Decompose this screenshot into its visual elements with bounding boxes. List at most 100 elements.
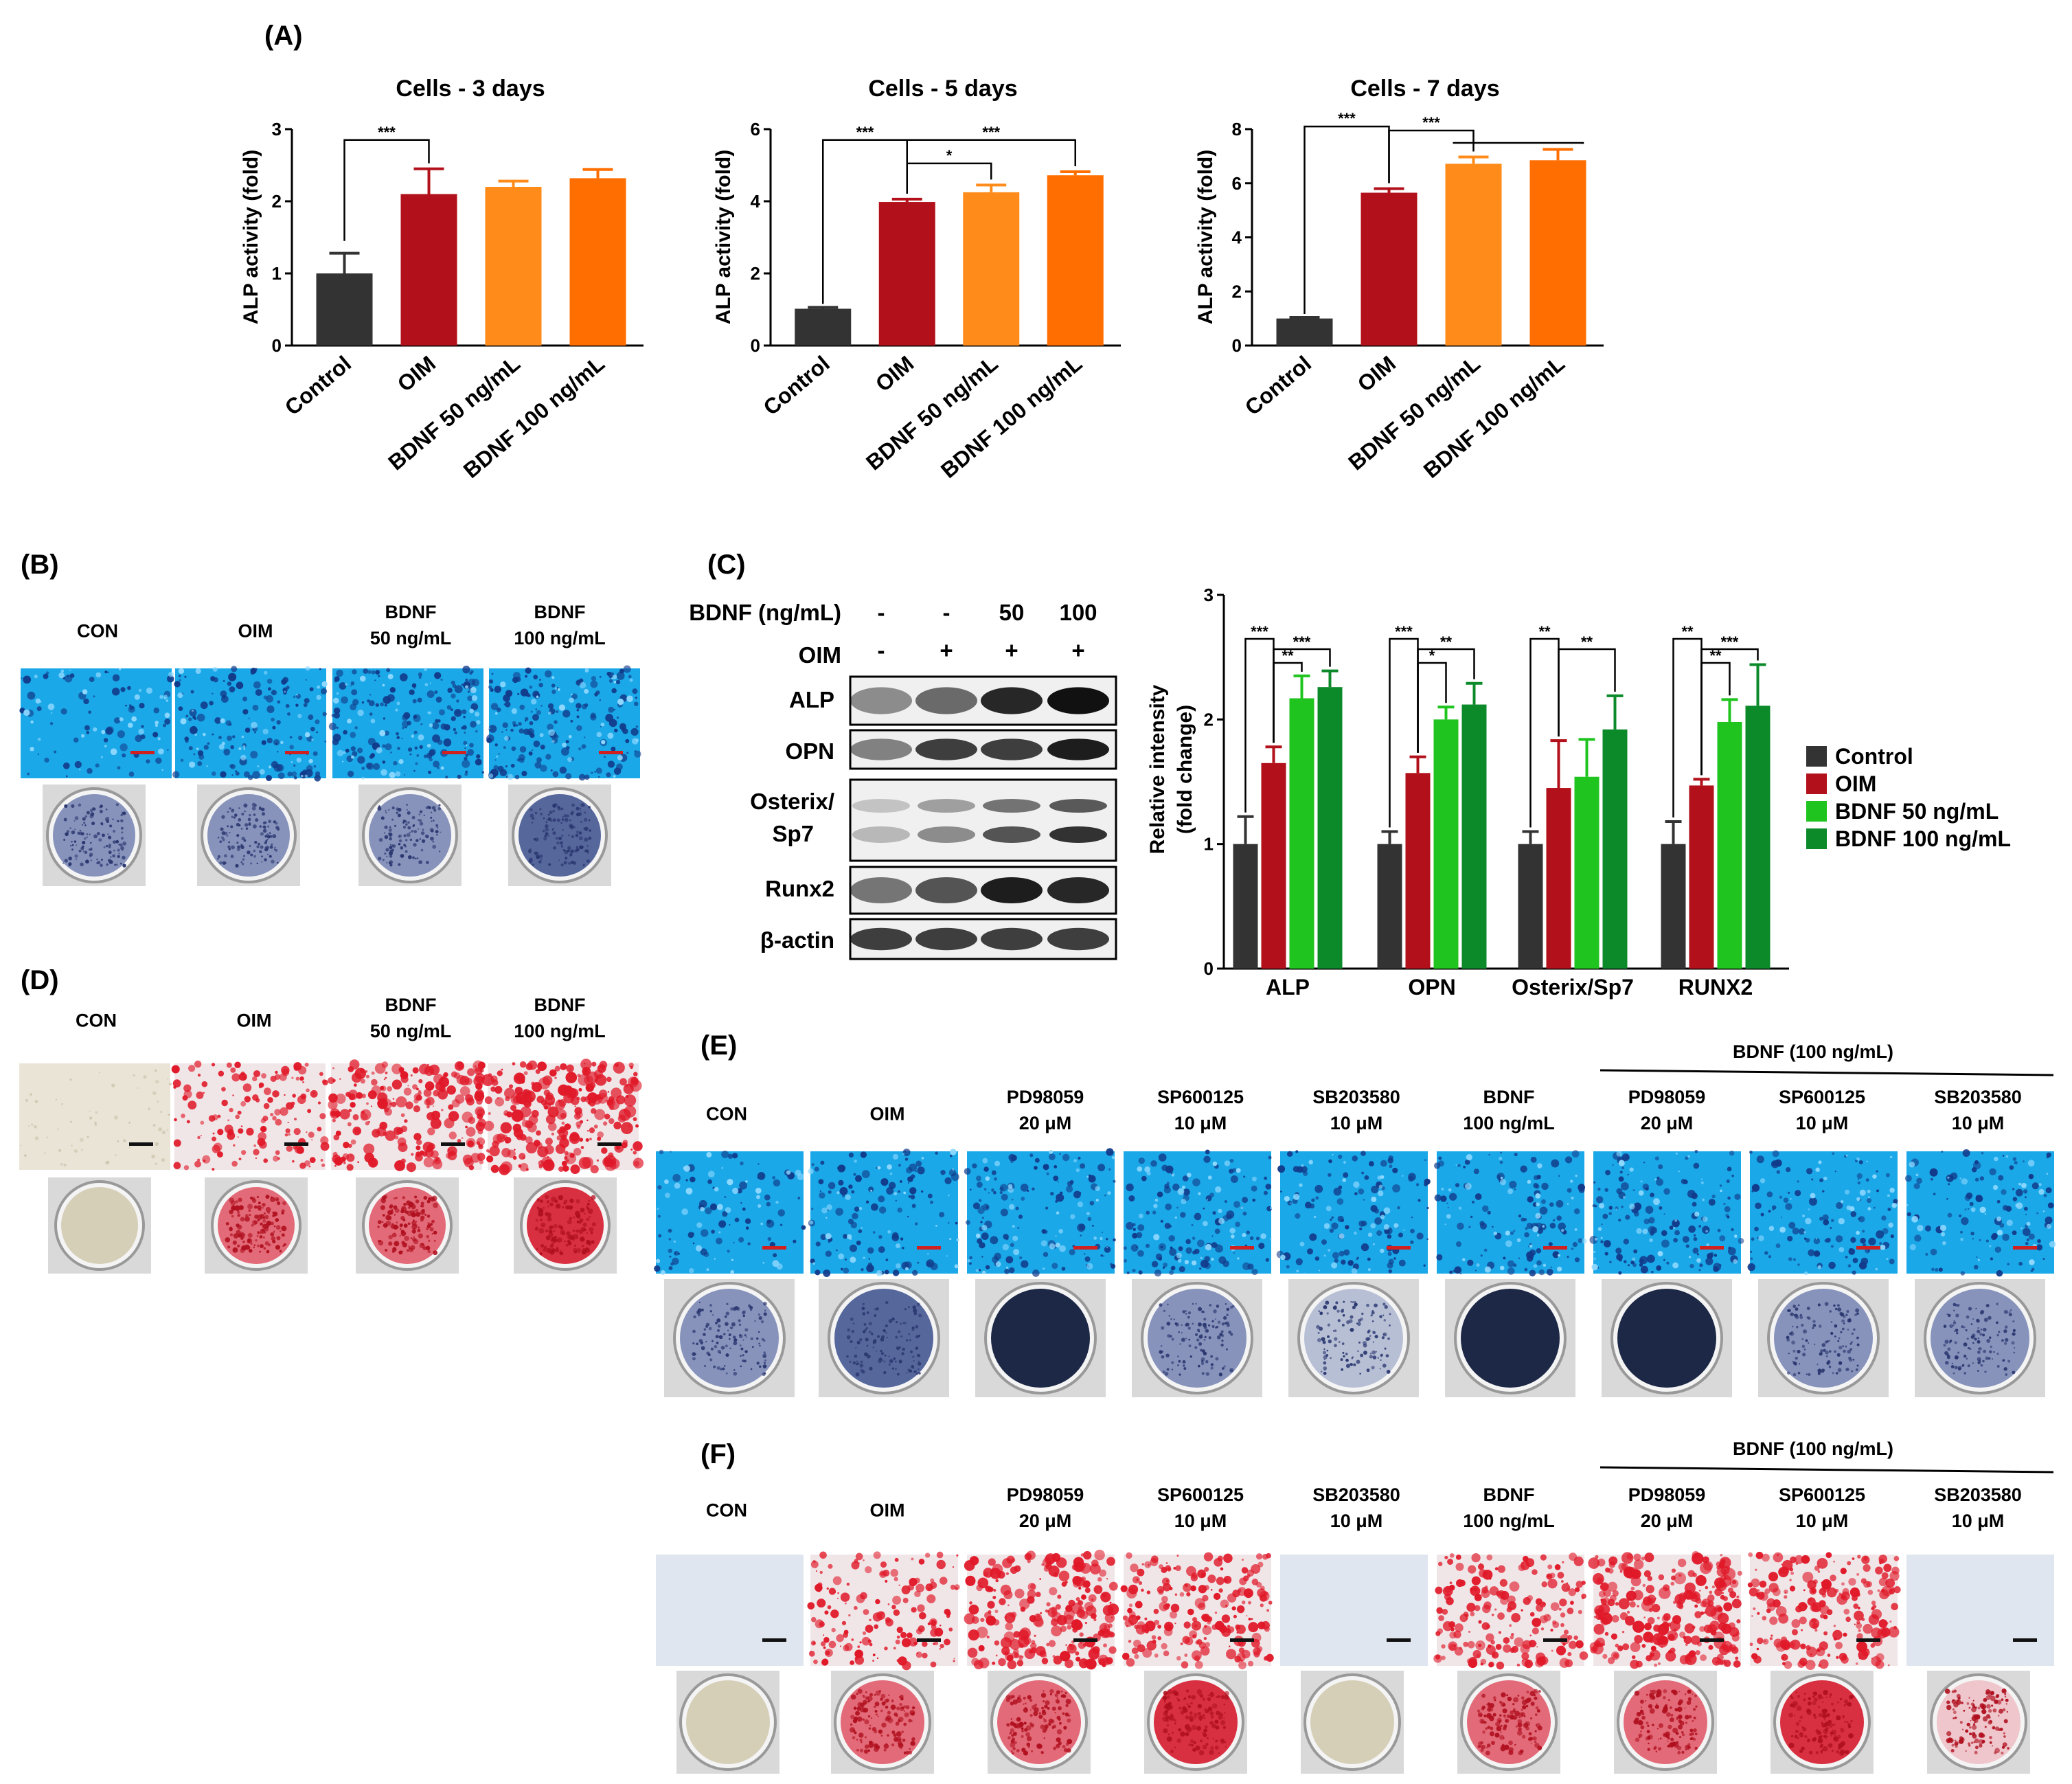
stain-speck: [1210, 1355, 1214, 1358]
stain-speck: [432, 1105, 435, 1107]
stain-speck: [991, 1188, 994, 1192]
stain-speck: [596, 732, 602, 738]
stain-speck: [178, 706, 183, 711]
stain-speck: [594, 771, 596, 773]
stain-speck: [977, 1206, 985, 1215]
stain-speck: [902, 1347, 906, 1351]
stain-speck: [411, 1229, 416, 1234]
stain-speck: [84, 815, 87, 818]
y-tick-label: 6: [751, 119, 760, 139]
stain-speck: [1107, 1191, 1111, 1195]
stain-speck: [400, 1228, 402, 1230]
stain-speck: [1951, 1362, 1953, 1364]
stain-speck: [1268, 1155, 1272, 1160]
stain-speck: [336, 692, 339, 695]
significance-label: ***: [1338, 110, 1356, 127]
stain-speck: [71, 830, 76, 835]
stain-speck: [580, 1096, 587, 1103]
stain-speck: [1082, 1550, 1092, 1560]
stain-speck: [1341, 1368, 1344, 1371]
stain-speck: [591, 676, 597, 681]
stain-speck: [885, 1331, 888, 1334]
stain-speck: [1320, 1370, 1323, 1373]
stain-speck: [269, 832, 271, 835]
stain-speck: [658, 1234, 662, 1238]
stain-speck: [189, 708, 197, 716]
stain-speck: [715, 1335, 719, 1339]
stain-speck: [235, 863, 239, 868]
category-label: BDNF 100 ng/mL: [1419, 351, 1569, 483]
stain-speck: [586, 859, 590, 863]
stain-speck: [135, 734, 143, 743]
stain-speck: [402, 1219, 406, 1221]
stain-speck: [407, 811, 411, 815]
stain-speck: [1996, 1365, 2000, 1368]
stain-speck: [407, 821, 410, 824]
stain-speck: [122, 753, 126, 758]
stain-speck: [1240, 1206, 1244, 1210]
stain-speck: [1968, 1307, 1972, 1311]
stain-speck: [775, 1200, 779, 1204]
stain-speck: [258, 1082, 264, 1088]
stain-speck: [1976, 1256, 1978, 1258]
stain-speck: [559, 1126, 567, 1133]
stain-speck: [1195, 1302, 1197, 1305]
stain-speck: [936, 1551, 944, 1559]
significance-bracket: [1273, 648, 1331, 743]
stain-speck: [558, 837, 562, 840]
stain-speck: [1331, 1222, 1339, 1230]
stain-speck: [1972, 1342, 1974, 1344]
stain-speck: [1462, 1258, 1466, 1262]
stain-speck: [1756, 1155, 1764, 1164]
stain-speck: [872, 1660, 874, 1662]
stain-speck: [976, 1182, 983, 1188]
bar-bdnf-50-ng-ml: [963, 192, 1020, 346]
stain-speck: [892, 1153, 899, 1160]
stain-speck: [1177, 1188, 1185, 1195]
stain-speck: [1938, 1267, 1943, 1272]
stain-speck: [1819, 1352, 1823, 1356]
stain-speck: [758, 1313, 761, 1316]
stain-speck: [858, 1206, 863, 1210]
stain-speck: [1799, 1316, 1803, 1320]
stain-speck: [1387, 1252, 1392, 1256]
bar-runx2-bdnf-50-ng-ml: [1717, 721, 1742, 969]
stain-speck: [1205, 1360, 1209, 1364]
stain-speck: [576, 703, 582, 709]
stain-speck: [447, 1149, 451, 1151]
stain-speck: [1996, 1199, 2001, 1204]
stain-speck: [1327, 1335, 1330, 1338]
stain-speck: [568, 834, 570, 837]
stain-speck: [161, 769, 163, 771]
stain-speck: [547, 723, 554, 731]
stain-speck: [230, 1067, 236, 1073]
stain-speck: [1374, 1335, 1378, 1339]
stain-speck: [412, 856, 415, 859]
stain-speck: [523, 1071, 528, 1076]
stain-speck: [1408, 1173, 1416, 1181]
stain-speck: [1630, 1261, 1635, 1265]
stain-speck: [1646, 1254, 1655, 1263]
stain-speck: [428, 806, 431, 809]
stain-speck: [1060, 1191, 1063, 1195]
stain-speck: [538, 1228, 545, 1234]
stain-speck: [476, 1098, 483, 1105]
well-stain: [527, 1187, 604, 1264]
stain-speck: [1813, 1250, 1821, 1257]
chart-title: Cells - 3 days: [396, 76, 545, 102]
stain-speck: [235, 1200, 238, 1204]
category-label: OIM: [1353, 351, 1400, 396]
stain-speck: [659, 1149, 664, 1155]
stain-speck: [873, 1551, 881, 1559]
stain-speck: [715, 1322, 718, 1324]
stain-speck: [452, 1090, 455, 1093]
stain-speck: [1100, 1254, 1103, 1257]
stain-speck: [501, 731, 503, 733]
stain-speck: [516, 1133, 523, 1140]
stain-speck: [927, 1253, 929, 1255]
stain-speck: [1945, 1361, 1949, 1365]
stain-speck: [1011, 1198, 1014, 1201]
stain-speck: [494, 686, 501, 693]
significance-label: **: [1681, 623, 1694, 640]
stain-speck: [378, 837, 383, 842]
